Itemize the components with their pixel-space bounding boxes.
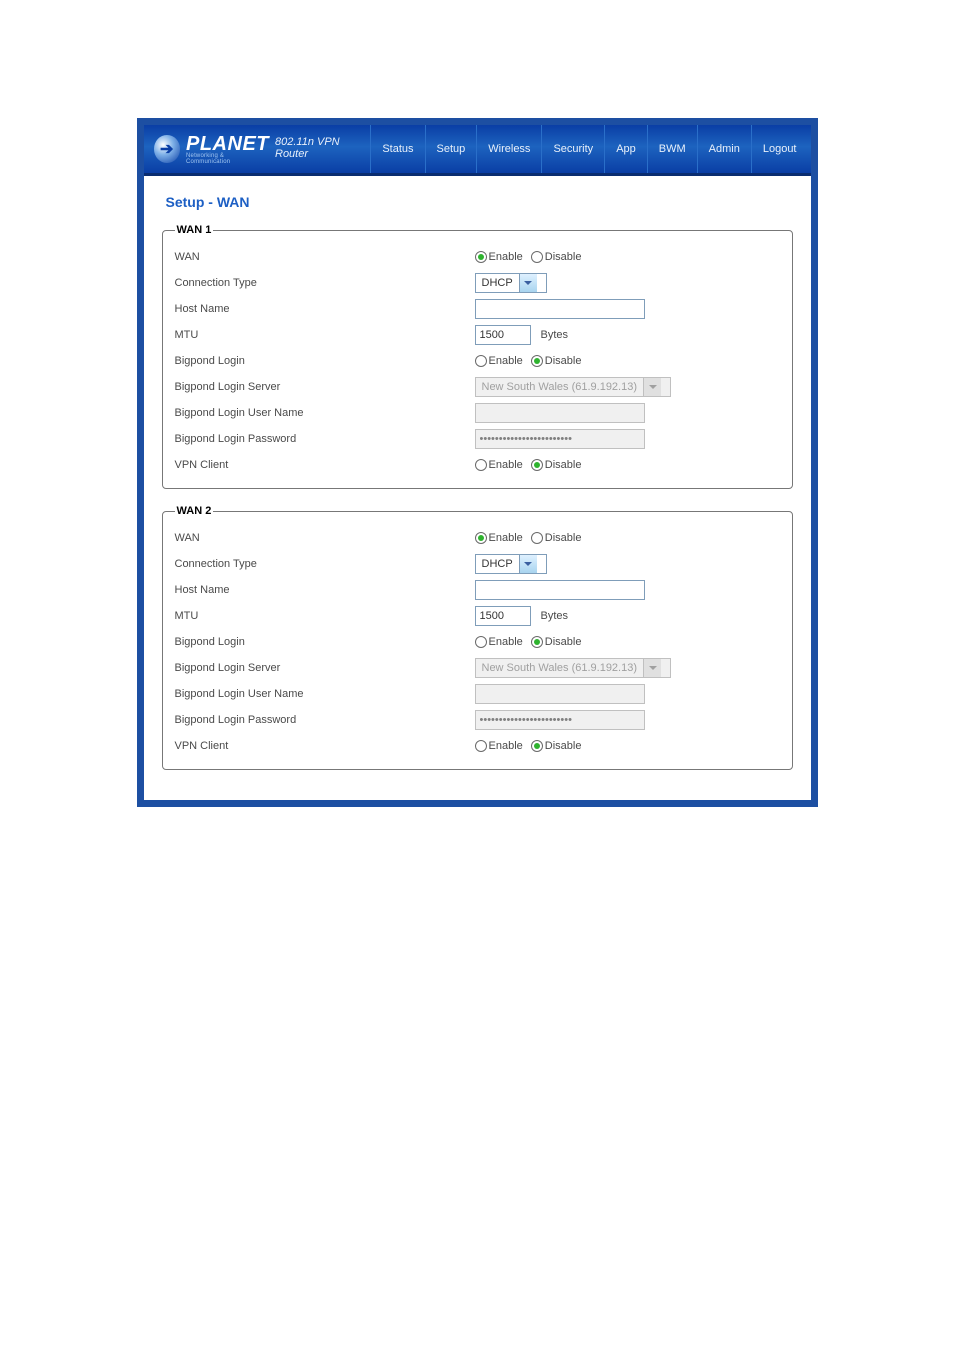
wan2-wan-label: WAN xyxy=(175,532,475,544)
wan2-host-input[interactable] xyxy=(475,580,645,600)
logo-text: PLANET Networking & Communication xyxy=(186,134,269,165)
wan1-bp-server-select: New South Wales (61.9.192.13) xyxy=(475,377,671,397)
wan1-wan-enable-radio[interactable]: Enable xyxy=(475,251,523,263)
wan1-legend: WAN 1 xyxy=(175,224,214,236)
nav-app[interactable]: App xyxy=(604,125,647,173)
wan2-bp-disable-radio[interactable]: Disable xyxy=(531,636,582,648)
chevron-down-icon xyxy=(519,274,537,292)
wan2-conn-select[interactable]: DHCP xyxy=(475,554,547,574)
wan1-group: WAN 1 WAN Enable Disable Connection Type xyxy=(162,224,793,489)
wan1-mtu-unit: Bytes xyxy=(541,329,569,341)
wan2-bp-enable-radio[interactable]: Enable xyxy=(475,636,523,648)
wan2-bp-user-label: Bigpond Login User Name xyxy=(175,688,475,700)
wan1-vpn-disable-radio[interactable]: Disable xyxy=(531,459,582,471)
wan1-vpn-label: VPN Client xyxy=(175,459,475,471)
wan1-bp-user-label: Bigpond Login User Name xyxy=(175,407,475,419)
wan1-bp-user-input xyxy=(475,403,645,423)
content-area: Setup - WAN WAN 1 WAN Enable Disable xyxy=(144,176,811,800)
nav-admin[interactable]: Admin xyxy=(697,125,751,173)
wan1-bp-login-label: Bigpond Login xyxy=(175,355,475,367)
wan1-bp-disable-radio[interactable]: Disable xyxy=(531,355,582,367)
nav-wireless[interactable]: Wireless xyxy=(476,125,541,173)
page-title: Setup - WAN xyxy=(166,194,799,210)
nav-status[interactable]: Status xyxy=(370,125,424,173)
wan2-mtu-unit: Bytes xyxy=(541,610,569,622)
wan1-conn-label: Connection Type xyxy=(175,277,475,289)
wan2-mtu-input[interactable] xyxy=(475,606,531,626)
wan2-legend: WAN 2 xyxy=(175,505,214,517)
wan2-bp-pass-label: Bigpond Login Password xyxy=(175,714,475,726)
wan2-wan-disable-radio[interactable]: Disable xyxy=(531,532,582,544)
wan1-bp-pass-input xyxy=(475,429,645,449)
logo-main: PLANET xyxy=(186,134,269,154)
header-bar: ➔ PLANET Networking & Communication 802.… xyxy=(144,125,811,176)
wan2-bp-user-input xyxy=(475,684,645,704)
nav-logout[interactable]: Logout xyxy=(751,125,811,173)
chevron-down-icon xyxy=(643,659,661,677)
chevron-down-icon xyxy=(643,378,661,396)
wan2-group: WAN 2 WAN Enable Disable Connection Type xyxy=(162,505,793,770)
app-frame: ➔ PLANET Networking & Communication 802.… xyxy=(137,118,818,807)
wan1-mtu-label: MTU xyxy=(175,329,475,341)
wan2-host-label: Host Name xyxy=(175,584,475,596)
wan2-vpn-enable-radio[interactable]: Enable xyxy=(475,740,523,752)
wan1-vpn-enable-radio[interactable]: Enable xyxy=(475,459,523,471)
wan2-bp-login-label: Bigpond Login xyxy=(175,636,475,648)
wan1-bp-server-label: Bigpond Login Server xyxy=(175,381,475,393)
wan1-wan-disable-radio[interactable]: Disable xyxy=(531,251,582,263)
wan1-bp-pass-label: Bigpond Login Password xyxy=(175,433,475,445)
wan2-bp-server-label: Bigpond Login Server xyxy=(175,662,475,674)
wan1-host-input[interactable] xyxy=(475,299,645,319)
logo-sub: Networking & Communication xyxy=(186,153,269,165)
logo-area: ➔ PLANET Networking & Communication 802.… xyxy=(144,134,371,165)
nav-setup[interactable]: Setup xyxy=(425,125,477,173)
nav-bwm[interactable]: BWM xyxy=(647,125,697,173)
logo-desc: 802.11n VPN Router xyxy=(275,136,370,165)
wan2-vpn-label: VPN Client xyxy=(175,740,475,752)
top-nav: Status Setup Wireless Security App BWM A… xyxy=(370,125,810,173)
logo-icon: ➔ xyxy=(154,135,181,163)
nav-security[interactable]: Security xyxy=(541,125,604,173)
wan2-mtu-label: MTU xyxy=(175,610,475,622)
wan2-bp-pass-input xyxy=(475,710,645,730)
wan2-vpn-disable-radio[interactable]: Disable xyxy=(531,740,582,752)
wan1-conn-select[interactable]: DHCP xyxy=(475,273,547,293)
wan1-host-label: Host Name xyxy=(175,303,475,315)
wan2-conn-label: Connection Type xyxy=(175,558,475,570)
wan2-wan-enable-radio[interactable]: Enable xyxy=(475,532,523,544)
wan2-bp-server-select: New South Wales (61.9.192.13) xyxy=(475,658,671,678)
wan1-bp-enable-radio[interactable]: Enable xyxy=(475,355,523,367)
wan1-wan-label: WAN xyxy=(175,251,475,263)
wan1-mtu-input[interactable] xyxy=(475,325,531,345)
chevron-down-icon xyxy=(519,555,537,573)
